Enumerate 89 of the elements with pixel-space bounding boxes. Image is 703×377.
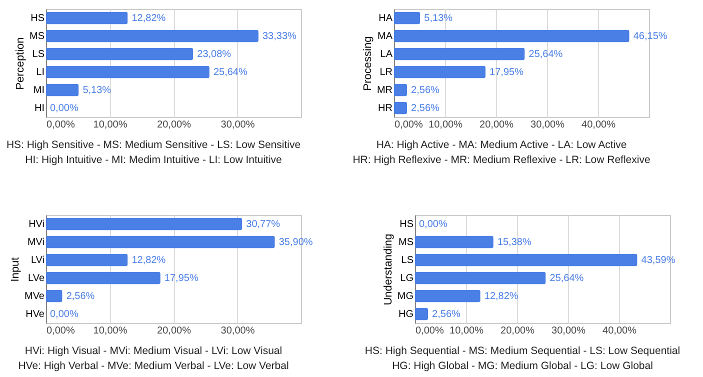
y-tick-label: MR — [376, 85, 392, 96]
y-tick-label: LR — [380, 67, 392, 78]
x-tick-label: 20,00% — [157, 326, 192, 336]
bar — [394, 12, 420, 24]
x-tick-label: 20,00% — [500, 326, 535, 336]
bar — [415, 308, 428, 320]
y-tick-label: MA — [378, 31, 393, 42]
y-tick-label: LVi — [30, 255, 44, 266]
x-tick-label: 30,00% — [552, 326, 586, 336]
x-tick-label: 30,00% — [530, 120, 565, 130]
y-tick-label: LI — [36, 67, 44, 78]
x-tick-label: 20,00% — [480, 120, 514, 130]
bar — [415, 254, 638, 266]
x-tick-label: 40,00% — [602, 326, 637, 336]
y-tick-label: HS — [30, 13, 45, 24]
text: HVe: High Verbal - MVe: Medium Verbal - LVe: Low Verbal — [18, 360, 289, 372]
y-tick-label: LG — [400, 273, 414, 284]
x-tick-label: 0,00% — [46, 326, 75, 336]
bar — [415, 290, 480, 302]
y-tick-label: HVe — [26, 309, 45, 320]
data-label: 43,59% — [641, 255, 676, 266]
data-label: 12,82% — [132, 13, 166, 24]
y-tick-label: HI — [34, 103, 44, 114]
bar — [394, 48, 525, 60]
data-label: 0,00% — [50, 309, 78, 320]
x-tick-label: 40,00% — [582, 120, 616, 130]
x-tick-label: 0,00% — [46, 120, 75, 130]
data-label: 23,08% — [197, 49, 232, 60]
y-tick-label: LS — [32, 49, 45, 60]
data-label: 35,90% — [278, 237, 313, 248]
y-tick-label: LS — [401, 255, 414, 266]
data-label: 0,00% — [419, 219, 448, 230]
x-tick-label: 10,00% — [428, 120, 463, 130]
y-axis-title: Processing — [362, 36, 374, 91]
text: HR: High Reflexive - MR: Medium Reflexive - LR: Low Reflexive — [352, 154, 650, 166]
data-label: 0,00% — [50, 103, 78, 114]
data-label: 15,38% — [497, 237, 532, 248]
y-tick-label: HS — [400, 219, 414, 230]
y-tick-label: HR — [378, 103, 392, 114]
bar — [394, 66, 486, 78]
y-tick-label: MVe — [24, 291, 45, 302]
x-tick-label: 30,00% — [220, 326, 255, 336]
x-tick-label: 0,00% — [416, 326, 444, 336]
y-tick-label: MS — [398, 237, 414, 248]
y-tick-label: HA — [378, 13, 393, 24]
y-tick-label: LVe — [28, 273, 45, 284]
data-label: 17,95% — [490, 67, 524, 78]
data-label: 33,33% — [262, 31, 297, 42]
data-label: 25,64% — [550, 273, 584, 284]
bar — [394, 30, 630, 42]
x-tick-label: 10,00% — [450, 326, 484, 336]
y-axis-title: Input — [9, 257, 22, 282]
y-tick-label: MVi — [27, 237, 44, 248]
text: HI: High Intuitive - MI: Medim Intuitive - LI: Low Intuitive — [25, 154, 282, 166]
y-tick-label: LA — [380, 49, 393, 60]
data-label: 12,82% — [132, 255, 166, 266]
x-tick-label: 10,00% — [93, 326, 128, 336]
y-tick-label: MI — [33, 85, 44, 96]
data-label: 17,95% — [164, 273, 198, 284]
text: HVi: High Visual - MVi: Medium Visual - LVi: Low Visual — [24, 345, 282, 357]
text: HA: High Active - MA: Medium Active - LA: Low Active — [376, 139, 627, 151]
bar — [394, 84, 408, 96]
data-label: 25,64% — [213, 67, 248, 78]
y-tick-label: HG — [398, 309, 414, 320]
text: HG: High Global - MG: Medium Global - LG: Low Global — [392, 360, 653, 372]
text: HS: High Sensitive - MS: Medium Sensitive - LS: Low Sensitive — [6, 139, 301, 151]
data-label: 5,13% — [424, 13, 453, 24]
data-label: 2,56% — [411, 103, 440, 114]
data-label: 2,56% — [66, 291, 95, 302]
data-label: 46,15% — [633, 31, 668, 42]
text: HS: High Sequential - MS: Medium Sequential - LS: Low Sequential — [364, 345, 680, 357]
data-label: 2,56% — [411, 85, 440, 96]
x-tick-label: 0,00% — [394, 120, 423, 130]
y-tick-label: MG — [397, 291, 414, 302]
data-label: 30,77% — [246, 219, 280, 230]
y-tick-label: MS — [30, 31, 45, 42]
data-label: 25,64% — [528, 49, 563, 60]
x-tick-label: 20,00% — [157, 120, 192, 130]
bar — [415, 272, 546, 284]
data-label: 5,13% — [82, 85, 112, 96]
x-tick-label: 10,00% — [93, 120, 128, 130]
y-axis-title: Understanding — [382, 234, 394, 306]
data-label: 2,56% — [432, 309, 461, 320]
x-tick-label: 30,00% — [220, 120, 255, 130]
data-label: 12,82% — [484, 291, 518, 302]
y-tick-label: HVi — [28, 219, 44, 230]
bar — [394, 102, 408, 114]
y-axis-title: Perception — [14, 37, 26, 90]
bar — [415, 236, 494, 248]
